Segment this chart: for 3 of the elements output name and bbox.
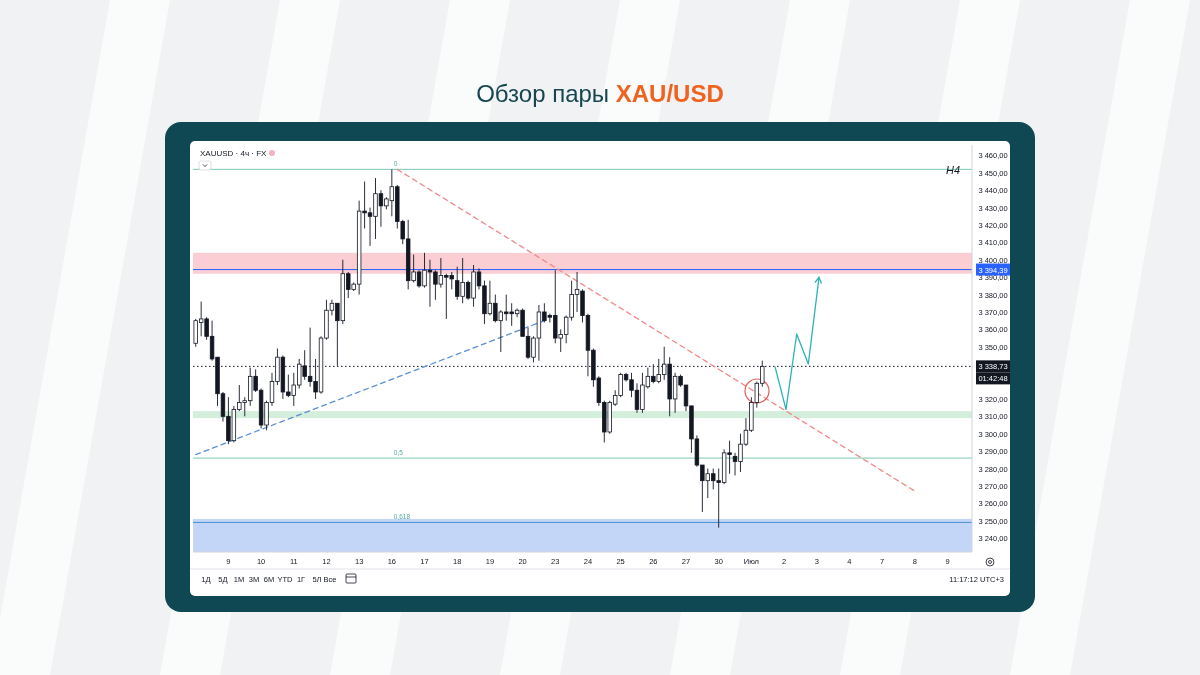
annotation: XAUUSD · 4ч · FX xyxy=(200,149,268,158)
annotation: H4 xyxy=(946,164,961,176)
chart-title: Обзор пары XAU/USD xyxy=(476,80,724,107)
